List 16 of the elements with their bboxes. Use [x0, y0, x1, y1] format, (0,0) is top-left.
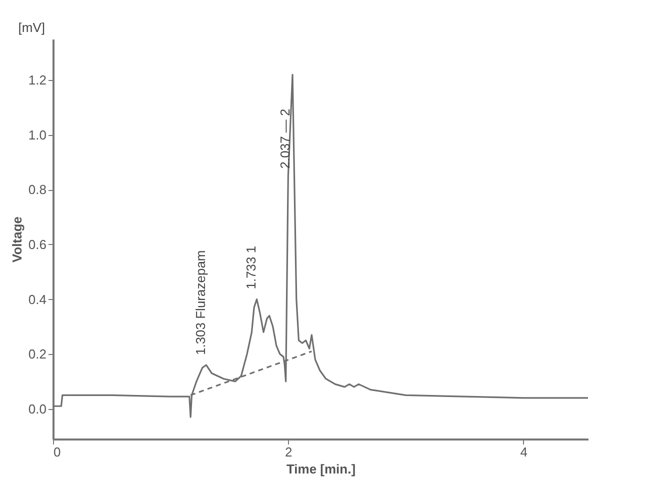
text: [mV] — [18, 20, 45, 35]
x-axis-title: Time [min.] — [286, 462, 356, 476]
annotation: 2.037 — 2 — [278, 108, 293, 169]
y-tick-label: 0.4 — [28, 292, 46, 307]
y-tick-label: 0.2 — [28, 346, 46, 362]
y-tick-label: 0.6 — [28, 236, 46, 252]
y-tick-label: 0.8 — [28, 182, 46, 198]
x-tick-label: 0 — [54, 444, 61, 460]
y-tick-label: 0.0 — [28, 401, 46, 416]
y-axis-title: Voltage — [9, 216, 24, 262]
x-tick-label: 4 — [520, 444, 528, 460]
y-tick-label: 1.2 — [28, 72, 46, 88]
x-tick-label: 2 — [285, 444, 292, 460]
y-tick-label: 1.0 — [28, 127, 46, 142]
annotation: 1.733 1 — [243, 246, 258, 290]
annotation: 1.303 Flurazepam — [193, 250, 208, 356]
